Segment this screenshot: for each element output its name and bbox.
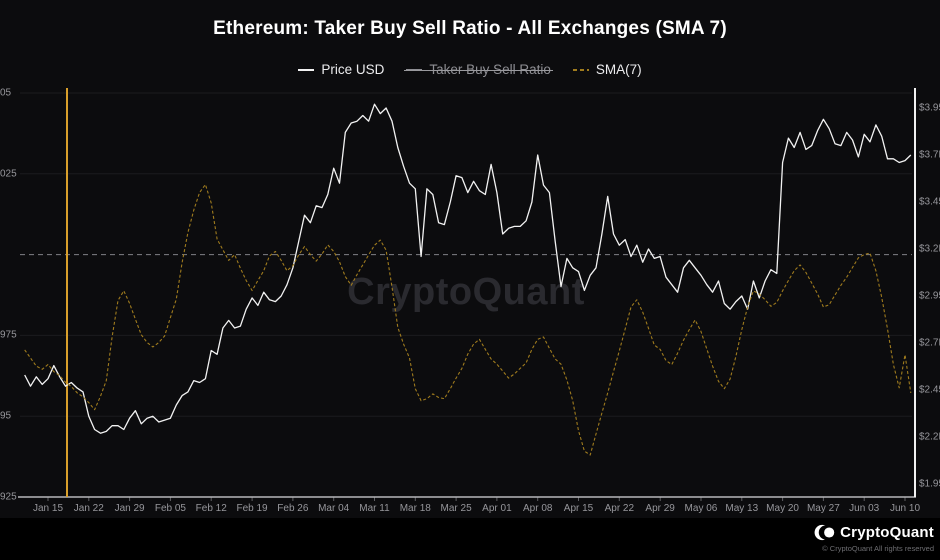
- legend: Price USD Taker Buy Sell Ratio SMA(7): [0, 62, 940, 77]
- x-tick-label: May 06: [684, 503, 718, 514]
- legend-item-sma-7-[interactable]: SMA(7): [572, 62, 642, 77]
- x-tick-label: May 27: [806, 503, 840, 514]
- x-tick-label: May 20: [766, 503, 799, 514]
- right-axis-tick-label: $3.7K: [919, 149, 940, 161]
- legend-item-price-usd[interactable]: Price USD: [298, 62, 384, 77]
- legend-label: Price USD: [321, 62, 385, 77]
- x-tick-label: Apr 22: [604, 503, 635, 514]
- left-axis-tick-label: 025: [0, 168, 17, 180]
- footer-brand-row: CryptoQuant: [814, 522, 934, 543]
- x-tick-label: Feb 12: [195, 503, 227, 514]
- x-tick-label: May 13: [725, 503, 759, 514]
- legend-item-taker-buy-sell-ratio[interactable]: Taker Buy Sell Ratio: [404, 62, 553, 77]
- x-tick-label: Mar 04: [318, 503, 350, 514]
- sma7-line: [24, 183, 912, 456]
- footer-brand: CryptoQuant: [840, 524, 934, 541]
- footer-copyright: © CryptoQuant All rights reserved: [822, 544, 934, 553]
- legend-swatch-dashed: [572, 68, 589, 71]
- right-axis-tick-label: $3.95K: [919, 102, 940, 114]
- x-tick-label: Mar 25: [440, 503, 472, 514]
- x-tick-label: Apr 01: [482, 503, 512, 514]
- x-tick-label: Jan 29: [114, 503, 145, 514]
- x-tick-label: Mar 18: [399, 503, 431, 514]
- x-tick-label: Jun 03: [849, 503, 880, 514]
- chart-title: Ethereum: Taker Buy Sell Ratio - All Exc…: [213, 18, 727, 39]
- right-axis-tick-label: $3.45K: [919, 196, 940, 208]
- right-axis-tick-label: $3.2K: [919, 243, 940, 255]
- right-axis-tick-label: $1.95K: [919, 478, 940, 490]
- footer: CryptoQuant © CryptoQuant All rights res…: [0, 518, 940, 560]
- right-axis-tick-label: $2.7K: [919, 337, 940, 349]
- price-usd-line: [24, 103, 912, 434]
- right-axis-tick-label: $2.2K: [919, 431, 940, 443]
- right-axis-tick-label: $2.45K: [919, 384, 940, 396]
- left-axis-tick-label: 95: [0, 410, 12, 422]
- x-tick-label: Jan 22: [73, 503, 104, 514]
- x-tick-label: Mar 11: [359, 503, 390, 514]
- x-tick-label: Apr 15: [563, 503, 594, 514]
- x-tick-label: Apr 08: [522, 503, 553, 514]
- x-tick-label: Jun 10: [889, 503, 921, 514]
- right-axis-tick-label: $2.95K: [919, 290, 940, 302]
- legend-label: SMA(7): [595, 62, 642, 77]
- x-tick-label: Feb 05: [154, 503, 186, 514]
- x-tick-label: Feb 26: [277, 503, 309, 514]
- x-tick-label: Feb 19: [236, 503, 268, 514]
- left-axis-tick-label: 975: [0, 329, 17, 341]
- x-tick-label: Jan 15: [32, 503, 64, 514]
- left-axis-tick-label: 925: [0, 491, 17, 503]
- legend-swatch-solid: [298, 68, 315, 71]
- x-tick-label: Apr 29: [645, 503, 675, 514]
- left-axis-tick-label: 05: [0, 87, 12, 99]
- cryptoquant-logo-icon: [814, 524, 835, 541]
